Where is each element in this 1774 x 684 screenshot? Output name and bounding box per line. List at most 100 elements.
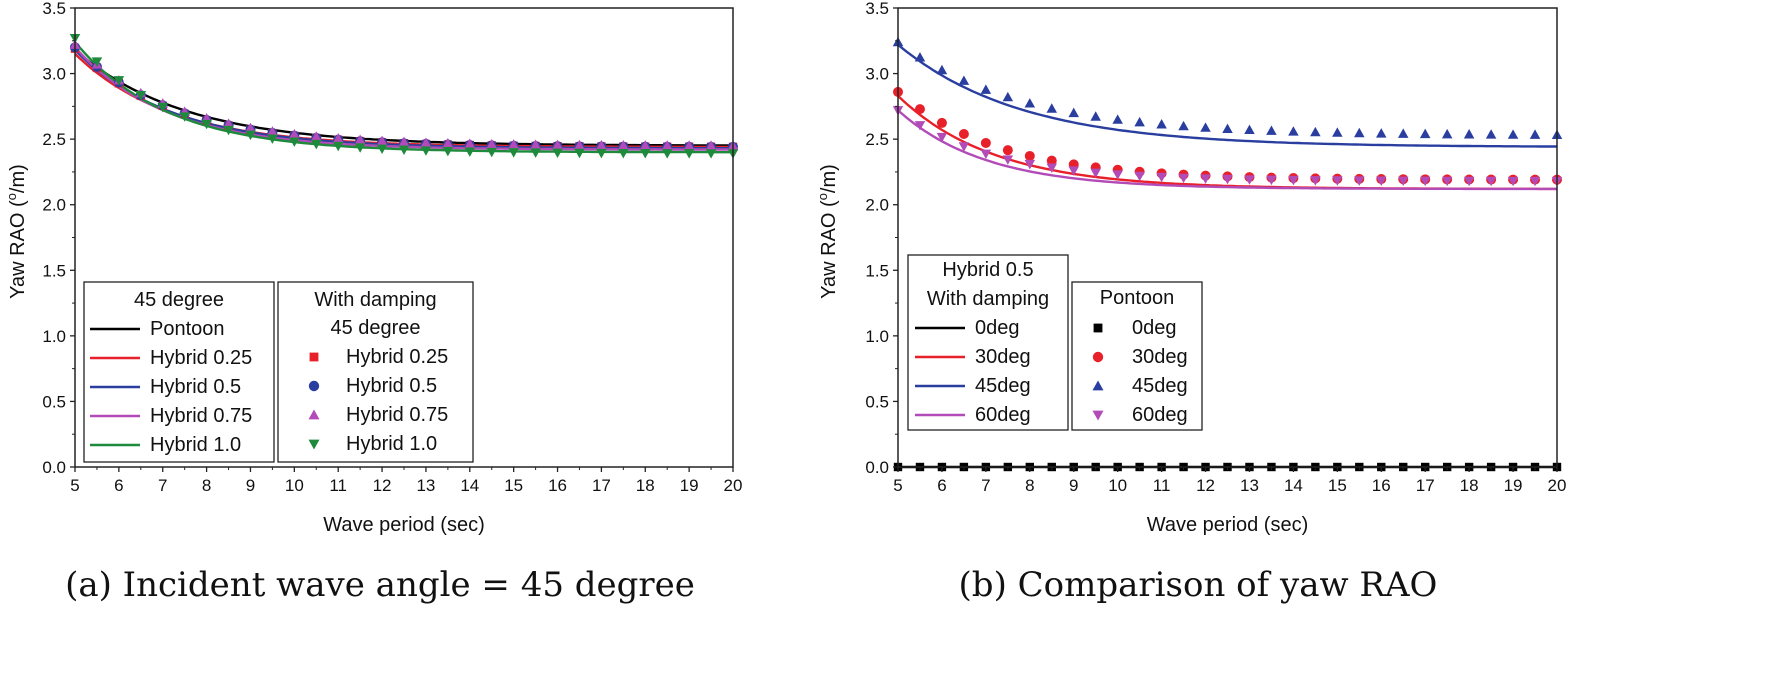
series-line-45deg	[897, 43, 1557, 148]
data-point	[1288, 175, 1299, 186]
y-tick-label: 1.5	[865, 261, 889, 280]
data-point	[1376, 128, 1387, 138]
marker-series-hybrid-0.75	[69, 39, 739, 150]
data-point	[464, 147, 476, 157]
data-point	[1112, 170, 1123, 180]
data-point	[179, 112, 190, 122]
x-tick-label: 18	[636, 476, 655, 495]
data-point	[1354, 127, 1365, 138]
data-point	[1002, 145, 1013, 156]
data-point	[354, 143, 366, 153]
data-point	[1354, 176, 1365, 186]
x-tick-label: 19	[1504, 476, 1523, 495]
x-tick-label: 8	[202, 476, 211, 495]
y-tick-label: 1.5	[42, 261, 66, 280]
x-tick-label: 13	[1240, 476, 1259, 495]
x-tick-label: 6	[114, 476, 123, 495]
y-tick-label: 3.0	[42, 65, 66, 84]
y-axis-title: Yaw RAO (o/m)	[4, 164, 29, 299]
legend-entry-label: Hybrid 0.5	[150, 376, 241, 398]
data-point	[705, 140, 717, 150]
y-tick-label: 0.0	[42, 458, 66, 477]
series-line-hybrid-1.0	[74, 41, 733, 154]
data-point	[420, 137, 432, 147]
legend-lines: 45 degree Pontoon Hybrid 0.25 Hybrid 0.5 Hyb…	[83, 281, 275, 463]
data-point	[1046, 163, 1058, 173]
data-point	[354, 134, 366, 144]
data-point	[201, 119, 212, 130]
data-point	[640, 149, 651, 159]
data-point	[486, 138, 497, 149]
y-axis-title-unit: /m)	[7, 164, 29, 193]
data-point	[398, 136, 410, 147]
legend-box	[277, 281, 474, 463]
y-tick-label: 2.0	[42, 196, 66, 215]
data-point	[1178, 173, 1189, 184]
data-point	[1288, 126, 1299, 136]
data-point	[442, 146, 454, 157]
data-point	[936, 64, 948, 75]
data-point	[398, 145, 410, 156]
legend-title: Pontoon	[1100, 287, 1175, 309]
data-point	[311, 139, 322, 150]
y-tick-label: 0.0	[865, 458, 889, 477]
data-point	[1090, 168, 1101, 179]
legend-entry-label: 30deg	[975, 346, 1031, 368]
y-tick-label: 3.0	[865, 65, 889, 84]
data-point	[1266, 175, 1277, 186]
data-point	[1024, 159, 1036, 170]
data-point	[574, 148, 585, 159]
data-point	[1222, 123, 1233, 134]
legend-box	[907, 254, 1069, 431]
x-tick-label: 12	[1196, 476, 1215, 495]
y-tick-label: 2.5	[42, 130, 66, 149]
marker-series-hybrid-0.25	[70, 44, 738, 152]
y-axis-title-main: Yaw RAO (	[7, 200, 29, 299]
data-point	[661, 149, 673, 159]
y-tick-label: 2.0	[865, 196, 889, 215]
data-point	[1068, 107, 1079, 118]
data-point	[1090, 111, 1101, 121]
x-tick-label: 15	[1328, 476, 1347, 495]
data-point	[1310, 126, 1321, 137]
data-point	[958, 75, 970, 85]
y-tick-label: 1.0	[42, 327, 66, 346]
legend-title: 45 degree	[330, 317, 420, 339]
x-tick-label: 16	[1372, 476, 1391, 495]
data-point	[1419, 176, 1431, 187]
data-point	[1397, 176, 1409, 187]
x-tick-label: 18	[1460, 476, 1479, 495]
legend-entry-label: Hybrid 0.75	[150, 405, 252, 427]
legend-title: With damping	[927, 288, 1049, 310]
data-point	[958, 129, 969, 140]
data-point	[618, 148, 629, 159]
data-point	[1222, 174, 1233, 185]
x-tick-label: 11	[1153, 476, 1171, 495]
x-axis-title: Wave period (sec)	[1147, 514, 1309, 536]
legend-marker-swatch	[1092, 351, 1104, 363]
y-axis-title-unit: /m)	[818, 164, 840, 193]
legend-lines: Hybrid 0.5 With damping 0deg 30deg 45deg 60de…	[907, 254, 1069, 431]
data-point	[508, 148, 519, 158]
y-tick-label: 3.5	[42, 0, 66, 18]
legend-entry-label: Hybrid 0.25	[150, 347, 252, 369]
data-point	[1463, 176, 1475, 187]
legend-marker-swatch	[309, 352, 319, 362]
data-point	[574, 139, 585, 150]
series-line-hybrid-0.5	[74, 49, 733, 150]
x-tick-label: 19	[680, 476, 699, 495]
data-point	[464, 138, 476, 148]
data-point	[1134, 171, 1145, 182]
data-point	[1376, 176, 1387, 186]
data-point	[914, 104, 925, 115]
series-line-hybrid-0.75	[74, 46, 734, 151]
data-point	[1332, 176, 1343, 186]
data-point	[980, 149, 992, 160]
marker-series-30deg	[893, 86, 1562, 185]
data-point	[289, 137, 300, 147]
data-point	[1419, 128, 1431, 139]
data-point	[1002, 91, 1014, 102]
data-point	[1507, 129, 1519, 139]
series-line-pontoon	[74, 49, 733, 147]
data-point	[705, 149, 717, 159]
